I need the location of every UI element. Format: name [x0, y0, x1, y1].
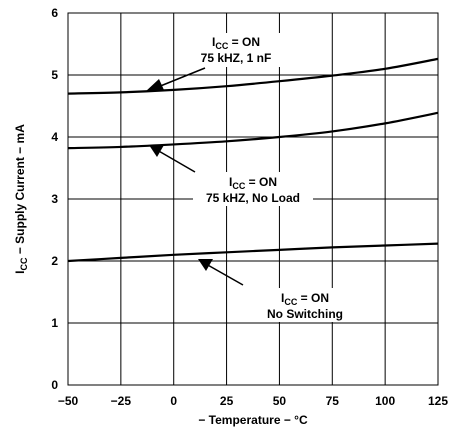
y-tick-label: 1 [51, 316, 58, 330]
y-tick-labels: 0 1 2 3 4 5 6 [51, 6, 58, 392]
y-axis-title: ICC − Supply Current − mA [13, 124, 29, 274]
y-tick-label: 0 [51, 378, 58, 392]
annotation-1nf-bg [186, 33, 286, 67]
series-lines [67, 57, 439, 263]
annotation-noswitching-line2: No Switching [267, 307, 343, 321]
x-tick-label: 100 [375, 394, 395, 408]
annotation-noswitching-line1: ICC = ON [281, 291, 329, 307]
annotation-noload-arrow-line [156, 149, 196, 173]
annotation-1nf-rest: = ON [228, 35, 260, 49]
annotation-1nf: ICC = ON 75 kHZ, 1 nF [145, 33, 286, 92]
y-tick-label: 3 [51, 192, 58, 206]
annotation-noswitching-arrow-line [205, 263, 244, 286]
x-tick-label: 50 [273, 394, 287, 408]
annotation-noload-main: I [229, 175, 232, 189]
plot-frame [67, 12, 439, 386]
x-tick-labels: −50 −25 0 25 50 75 100 125 [58, 394, 449, 408]
x-tick-label: 125 [428, 394, 448, 408]
annotation-1nf-sub: CC [215, 41, 228, 51]
annotation-noswitching: ICC = ON No Switching [198, 259, 350, 322]
series-line-2 [67, 111, 439, 150]
annotation-noload-line1: ICC = ON [229, 175, 277, 191]
y-axis-title-main: I [13, 271, 27, 274]
y-axis-title-sub: CC [19, 257, 29, 270]
annotation-1nf-line2: 75 kHZ, 1 nF [201, 51, 272, 65]
x-axis-title: − Temperature − °C [198, 413, 308, 427]
y-tick-label: 5 [51, 68, 58, 82]
annotation-noswitching-main: I [281, 291, 284, 305]
y-axis-title-rest: − Supply Current − mA [13, 124, 27, 258]
y-tick-label: 6 [51, 6, 58, 20]
annotation-noswitching-bg [260, 288, 350, 322]
annotation-1nf-arrowhead [145, 79, 164, 92]
x-tick-label: 0 [170, 394, 177, 408]
y-tick-label: 2 [51, 254, 58, 268]
annotation-noswitching-rest: = ON [297, 291, 329, 305]
x-tick-label: 25 [220, 394, 234, 408]
annotation-noload-rest: = ON [245, 175, 277, 189]
annotation-1nf-main: I [212, 35, 215, 49]
annotation-noload-bg [193, 172, 313, 206]
annotation-noload-line2: 75 kHZ, No Load [206, 191, 300, 205]
annotation-noload-arrowhead [149, 145, 164, 157]
y-tick-label: 4 [51, 130, 58, 144]
annotation-1nf-line1: ICC = ON [212, 35, 260, 51]
x-tick-label: −25 [111, 394, 132, 408]
annotation-noswitching-sub: CC [284, 297, 297, 307]
series-line-3 [67, 242, 439, 263]
series-line-1 [67, 57, 439, 95]
x-tick-label: 75 [326, 394, 340, 408]
annotation-noswitching-arrowhead [198, 259, 213, 271]
annotation-noload: ICC = ON 75 kHZ, No Load [149, 145, 313, 206]
annotation-noload-sub: CC [232, 181, 245, 191]
x-tick-label: −50 [58, 394, 79, 408]
